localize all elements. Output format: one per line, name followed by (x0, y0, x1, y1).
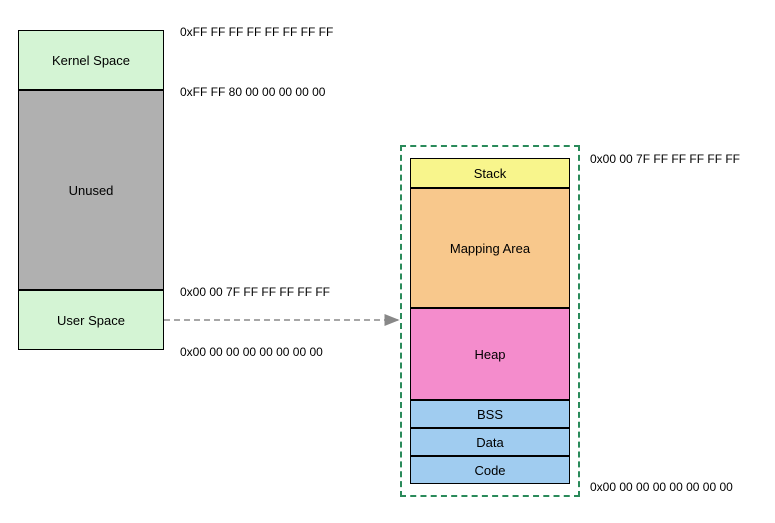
addr-right-bottom-label: 0x00 00 00 00 00 00 00 00 (590, 480, 733, 494)
code-block: Code (410, 456, 570, 484)
addr-bottom-label: 0x00 00 00 00 00 00 00 00 (180, 345, 323, 359)
addr-top-label: 0xFF FF FF FF FF FF FF FF (180, 25, 333, 39)
mapping-area-label: Mapping Area (450, 241, 530, 256)
stack-block: Stack (410, 158, 570, 188)
data-block: Data (410, 428, 570, 456)
code-label: Code (474, 463, 505, 478)
addr-right-top-label: 0x00 00 7F FF FF FF FF FF (590, 152, 740, 166)
heap-label: Heap (474, 347, 505, 362)
addr-kernel-bottom-label: 0xFF FF 80 00 00 00 00 00 (180, 85, 325, 99)
bss-label: BSS (477, 407, 503, 422)
kernel-space-block: Kernel Space (18, 30, 164, 90)
user-space-label: User Space (57, 313, 125, 328)
data-label: Data (476, 435, 503, 450)
mapping-area-block: Mapping Area (410, 188, 570, 308)
unused-label: Unused (69, 183, 114, 198)
unused-block: Unused (18, 90, 164, 290)
user-space-block: User Space (18, 290, 164, 350)
bss-block: BSS (410, 400, 570, 428)
addr-user-top-label: 0x00 00 7F FF FF FF FF FF (180, 285, 330, 299)
kernel-space-label: Kernel Space (52, 53, 130, 68)
heap-block: Heap (410, 308, 570, 400)
stack-label: Stack (474, 166, 507, 181)
